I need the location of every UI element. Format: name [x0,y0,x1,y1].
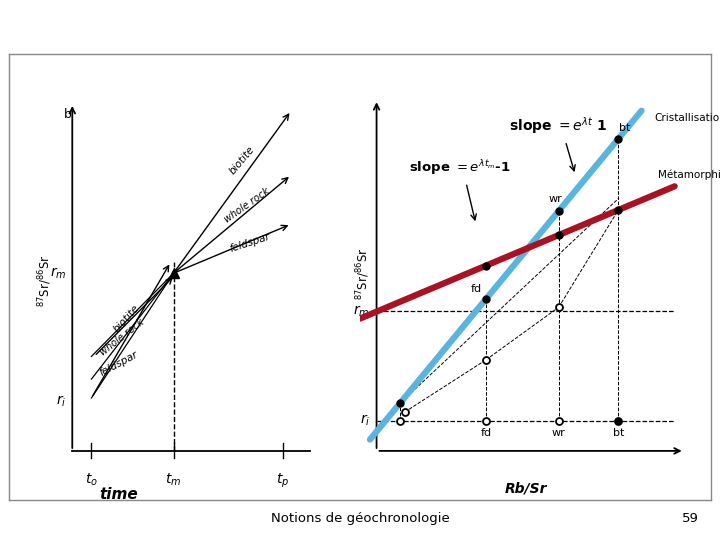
Text: slope $= e^{\lambda t}$ 1: slope $= e^{\lambda t}$ 1 [510,116,608,136]
Text: feldspar: feldspar [228,232,271,254]
Text: Notions de géochronologie: Notions de géochronologie [271,512,449,525]
Text: b: b [64,108,72,121]
Text: whole rock: whole rock [98,317,145,358]
Text: $r_m$: $r_m$ [354,303,370,319]
Text: bt: bt [613,428,624,438]
Text: whole rock: whole rock [222,186,272,225]
Text: Métamorphisme: Métamorphisme [658,170,720,180]
Text: Rb/Sr: Rb/Sr [504,481,547,495]
Text: $t_m$: $t_m$ [166,472,181,488]
Text: wr: wr [552,428,566,438]
Text: 59: 59 [682,512,698,525]
Text: feldspar: feldspar [98,350,140,378]
Text: 4.4 Le couple Rb/Sr – Datation du métamorphisme: 4.4 Le couple Rb/Sr – Datation du métamo… [9,17,480,35]
Text: biotite: biotite [228,144,256,176]
Text: fd: fd [470,284,482,294]
Text: $t_o$: $t_o$ [85,472,98,488]
Text: slope $= e^{\lambda t_m}$-1: slope $= e^{\lambda t_m}$-1 [409,158,510,177]
Text: $r_i$: $r_i$ [359,413,370,428]
Text: $t_p$: $t_p$ [276,472,289,490]
Text: fd: fd [480,428,492,438]
Text: $r_i$: $r_i$ [56,394,67,409]
Text: time: time [99,487,138,502]
Text: biotite: biotite [112,303,142,334]
Text: bt: bt [619,123,631,133]
Text: wr: wr [549,193,562,204]
Text: $^{87}$Sr/$^{86}$Sr: $^{87}$Sr/$^{86}$Sr [354,247,372,300]
Text: Cristallisation: Cristallisation [654,113,720,123]
Text: $r_m$: $r_m$ [50,266,67,281]
Text: $^{87}$Sr/$^{86}$Sr: $^{87}$Sr/$^{86}$Sr [36,254,54,307]
